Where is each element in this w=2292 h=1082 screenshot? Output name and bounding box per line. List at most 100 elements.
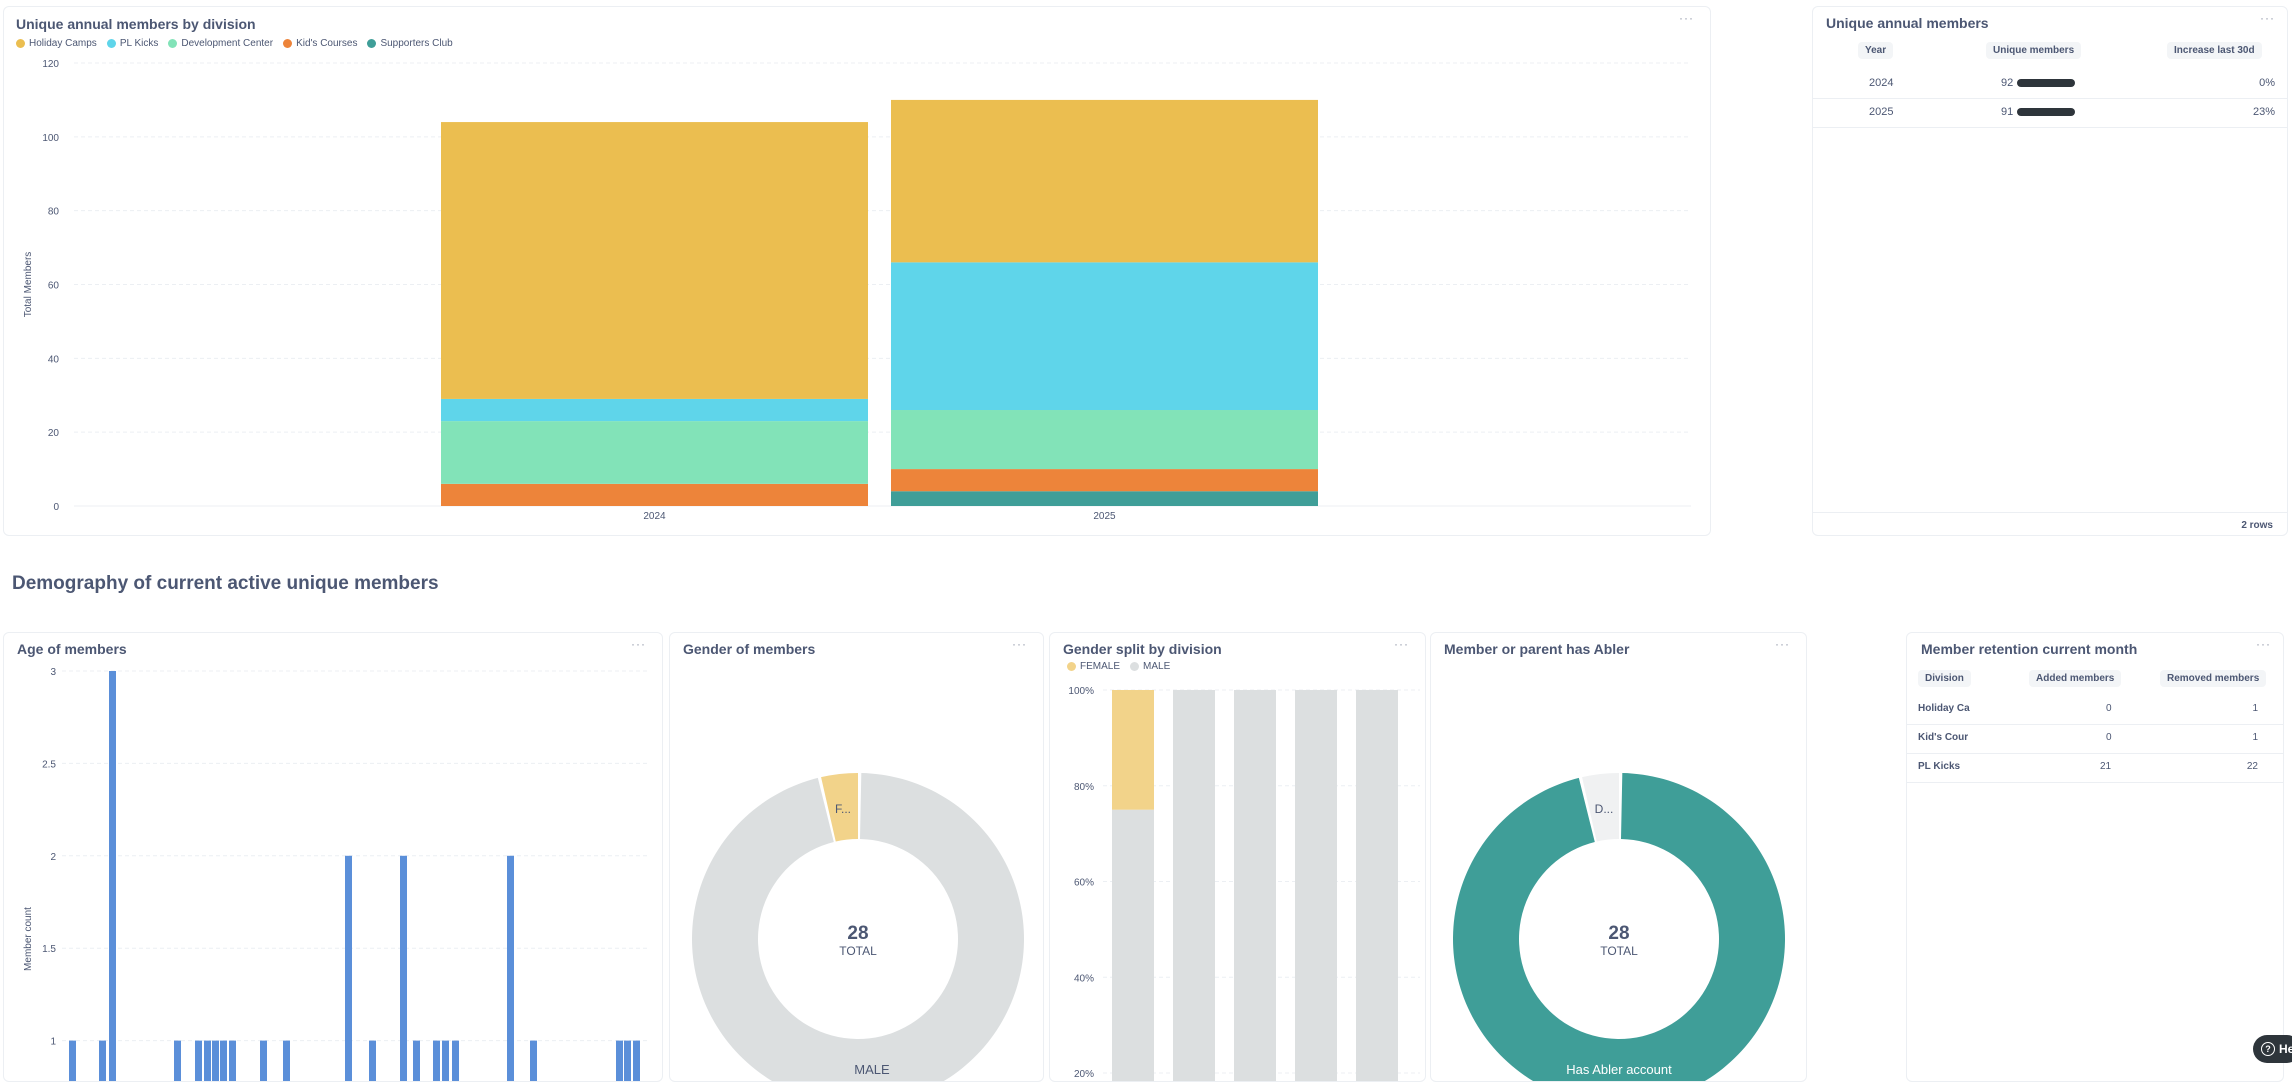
age-bar xyxy=(195,1040,202,1081)
th-added-members[interactable]: Added members xyxy=(2029,668,2122,687)
y-tick-label: 60 xyxy=(48,281,60,292)
th-removed-members[interactable]: Removed members xyxy=(2160,668,2267,687)
section-title: Demography of current active unique memb… xyxy=(12,573,439,594)
has-abler-slice[interactable] xyxy=(1453,773,1785,1082)
female-slice[interactable] xyxy=(821,773,858,842)
bar-segment[interactable] xyxy=(441,122,868,399)
y-tick-label: 80 xyxy=(48,207,60,218)
bar-segment[interactable] xyxy=(441,398,868,422)
abler-total-value: 28 xyxy=(1608,923,1629,944)
bar-segment[interactable] xyxy=(891,99,1318,263)
bar-segment[interactable] xyxy=(891,262,1318,411)
age-bar xyxy=(174,1040,181,1081)
division-bar-segment xyxy=(1173,690,1215,1081)
bar-segment[interactable] xyxy=(441,421,868,484)
x-tick-label: 2024 xyxy=(643,511,666,522)
th-unique-members[interactable]: Unique members xyxy=(1986,40,2082,59)
age-bar xyxy=(99,1040,106,1081)
retention-menu-icon[interactable]: ··· xyxy=(2256,637,2271,651)
y-tick-label: 3 xyxy=(50,667,56,678)
legend-supporters-club[interactable]: Supporters Club xyxy=(367,38,453,49)
no-abler-slice[interactable] xyxy=(1582,773,1619,842)
age-bar xyxy=(109,671,116,1081)
legend-male[interactable]: MALE xyxy=(1130,661,1170,672)
age-chart-menu-icon[interactable]: ··· xyxy=(631,637,646,651)
th-increase[interactable]: Increase last 30d xyxy=(2167,40,2262,59)
table-row[interactable]: Holiday Ca 0 1 xyxy=(1907,695,2283,725)
age-bar-chart: 1 1.5 2 2.5 3 Member count xyxy=(23,667,649,1081)
age-bar xyxy=(69,1040,76,1081)
gender-division-menu-icon[interactable]: ··· xyxy=(1394,637,1409,651)
age-bar xyxy=(633,1040,640,1081)
age-bar xyxy=(260,1040,267,1081)
row-count: 2 rows xyxy=(2241,520,2273,531)
legend-pl-kicks[interactable]: PL Kicks xyxy=(106,38,158,49)
bar-segment[interactable] xyxy=(891,469,1318,492)
y-tick-label: 100% xyxy=(1068,686,1094,697)
th-year[interactable]: Year xyxy=(1858,40,1894,59)
gender-slice-label-male: MALE xyxy=(854,1062,890,1077)
table-row[interactable]: 2024 92 0% xyxy=(1813,69,2287,99)
table-row[interactable]: PL Kicks 21 22 xyxy=(1907,753,2283,783)
division-bar-segment xyxy=(1112,809,1154,1081)
y-tick-label: 40 xyxy=(48,354,60,365)
annual-members-title: Unique annual members xyxy=(1826,15,1989,31)
age-bar xyxy=(624,1040,631,1081)
male-slice[interactable] xyxy=(692,773,1024,1082)
age-bar xyxy=(229,1040,236,1081)
gender-division-bar-chart: 20%40%60%80%100% xyxy=(1068,686,1420,1081)
legend-female[interactable]: FEMALE xyxy=(1067,661,1120,672)
y-tick-label: 1.5 xyxy=(42,944,56,955)
abler-chart-menu-icon[interactable]: ··· xyxy=(1775,637,1790,651)
age-chart-title: Age of members xyxy=(17,641,127,657)
gender-chart-card: Gender of members ··· F... MALE 28 TOTAL xyxy=(669,632,1044,1082)
age-bar xyxy=(204,1040,211,1081)
y-tick-label: 2.5 xyxy=(42,759,56,770)
abler-donut-chart: D... Has Abler account 28 TOTAL xyxy=(1453,773,1785,1082)
gender-slice-label-female: F... xyxy=(835,802,851,816)
table-row[interactable]: Kid's Cour 0 1 xyxy=(1907,724,2283,754)
division-chart-menu-icon[interactable]: ··· xyxy=(1679,11,1694,25)
abler-chart-card: Member or parent has Abler ··· D... Has … xyxy=(1430,632,1807,1082)
gender-division-legend: FEMALE MALE xyxy=(1067,661,1170,672)
help-button[interactable]: ? He xyxy=(2253,1035,2292,1063)
y-tick-label: 20 xyxy=(48,428,60,439)
bar-segment[interactable] xyxy=(891,410,1318,470)
y-tick-label: 1 xyxy=(50,1037,56,1048)
th-division[interactable]: Division xyxy=(1918,668,1971,687)
annual-members-menu-icon[interactable]: ··· xyxy=(2260,11,2275,25)
table-row[interactable]: 2025 91 23% xyxy=(1813,98,2287,128)
members-bar xyxy=(2017,108,2076,117)
legend-development-center[interactable]: Development Center xyxy=(168,38,273,49)
legend-holiday-camps[interactable]: Holiday Camps xyxy=(16,38,97,49)
division-stacked-bar-chart: 0 20 40 60 80 100 120 Total Members 2024 2025 xyxy=(23,59,1691,522)
gender-donut-chart: F... MALE 28 TOTAL xyxy=(692,773,1024,1082)
age-bar xyxy=(220,1040,227,1081)
age-bar xyxy=(530,1040,537,1081)
abler-chart-title: Member or parent has Abler xyxy=(1444,641,1630,657)
division-bar-segment xyxy=(1112,690,1154,810)
gender-chart-title: Gender of members xyxy=(683,641,816,657)
bar-segment[interactable] xyxy=(891,491,1318,506)
abler-total-label: TOTAL xyxy=(1600,944,1638,958)
gender-chart-menu-icon[interactable]: ··· xyxy=(1012,637,1027,651)
legend-kids-courses[interactable]: Kid's Courses xyxy=(283,38,357,49)
division-bar-segment xyxy=(1295,690,1337,1081)
division-chart-card: Unique annual members by division ··· Ho… xyxy=(3,6,1711,536)
age-bar xyxy=(283,1040,290,1081)
age-bar xyxy=(616,1040,623,1081)
age-bar xyxy=(400,855,407,1081)
bar-segment[interactable] xyxy=(441,483,868,506)
y-tick-label: 40% xyxy=(1074,973,1094,984)
y-tick-label: 0 xyxy=(53,502,59,513)
division-bar-segment xyxy=(1356,690,1398,1081)
members-bar xyxy=(2017,79,2076,88)
y-axis-label: Total Members xyxy=(23,252,34,318)
x-tick-label: 2025 xyxy=(1093,511,1116,522)
division-chart-legend: Holiday Camps PL Kicks Development Cente… xyxy=(16,38,453,49)
age-bar xyxy=(369,1040,376,1081)
y-tick-label: 80% xyxy=(1074,782,1094,793)
division-chart-title: Unique annual members by division xyxy=(16,16,256,32)
age-bar xyxy=(433,1040,440,1081)
annual-members-card: Unique annual members ··· Year Unique me… xyxy=(1812,6,2288,536)
